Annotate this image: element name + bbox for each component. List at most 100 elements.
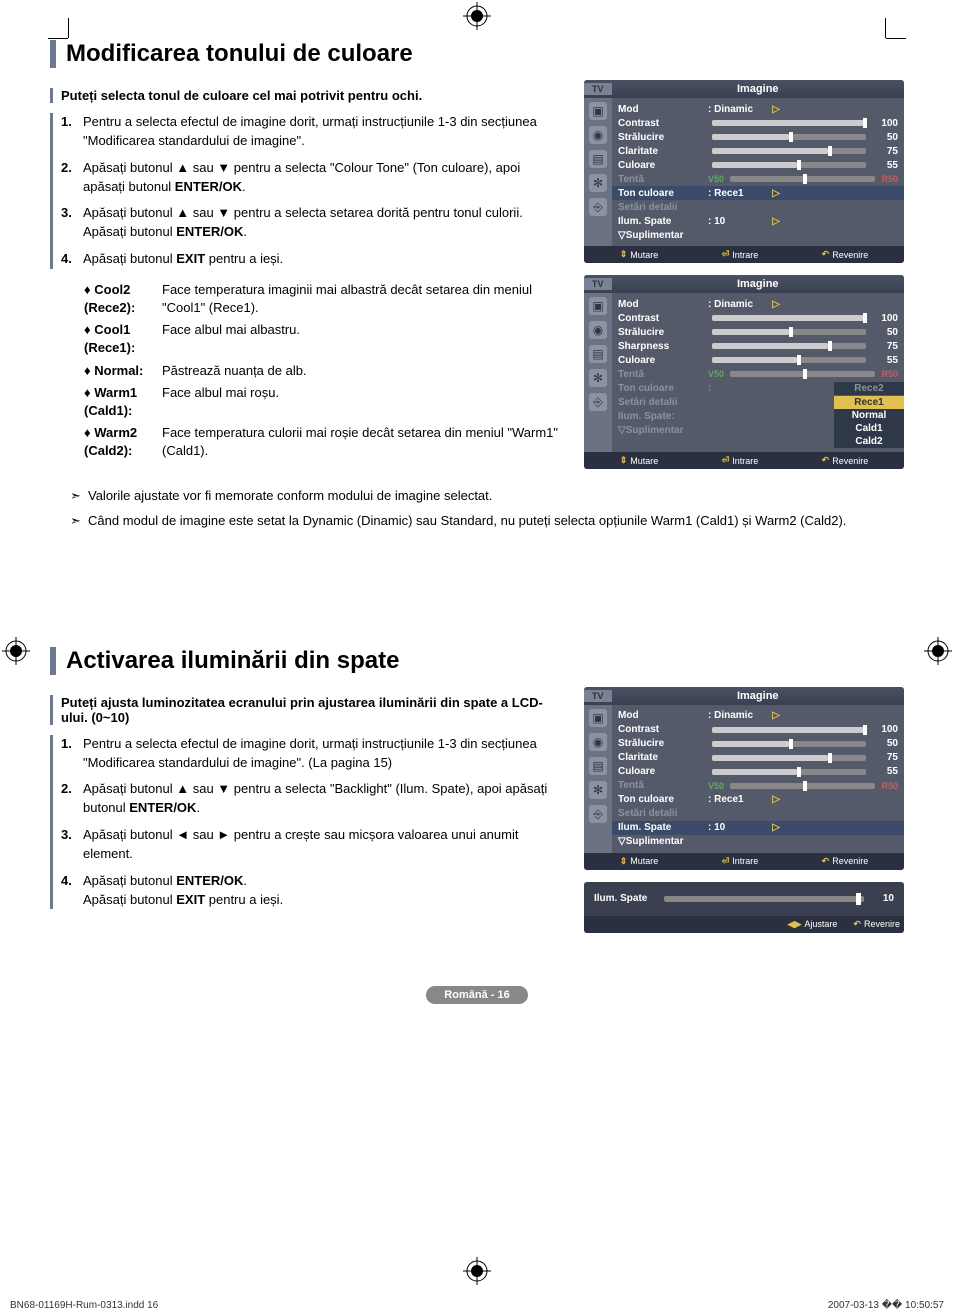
option-text: Face albul mai albastru. xyxy=(162,321,564,357)
osd-slider xyxy=(712,357,866,363)
arrow-right-icon: ▷ xyxy=(768,794,780,805)
osd-option: Cald1 xyxy=(834,422,904,435)
section-1-content: Puteți selecta tonul de culoare cel mai … xyxy=(50,80,564,481)
osd-row-label: Contrast xyxy=(618,313,708,324)
osd-row-label: Mod xyxy=(618,104,708,115)
arrow-right-icon: ▷ xyxy=(768,216,780,227)
osd-row-value: : Dinamic xyxy=(708,104,768,115)
osd-row-value: : 10 xyxy=(708,216,768,227)
return-icon: ↶ xyxy=(822,249,830,260)
move-icon: ⇕ xyxy=(620,856,628,867)
osd-row-value: 50 xyxy=(870,738,898,749)
step-number: 1. xyxy=(61,113,83,151)
osd-row-label: ▽Suplimentar xyxy=(618,836,708,847)
osd-row-value: 75 xyxy=(870,752,898,763)
osd-option: Cald2 xyxy=(834,435,904,448)
osd-row-value: : xyxy=(708,383,768,394)
osd-row-label: Tentă xyxy=(618,174,708,185)
osd-row-value: : Rece1 xyxy=(708,794,768,805)
picture-icon: ▣ xyxy=(589,102,607,120)
step-text: Apăsați butonul ▲ sau ▼ pentru a selecta… xyxy=(83,204,564,242)
option-text: Face temperatura culorii mai roșie decât… xyxy=(162,424,564,460)
return-icon: ↶ xyxy=(822,455,830,466)
osd-row-value: : Rece1 xyxy=(708,188,768,199)
osd-slider xyxy=(712,134,866,140)
osd-row-label: Ilum. Spate xyxy=(618,216,708,227)
setup-icon: ✻ xyxy=(589,781,607,799)
step-number: 4. xyxy=(61,872,83,910)
osd-option: Rece2 xyxy=(834,382,904,395)
step-text: Apăsați butonul ▲ sau ▼ pentru a selecta… xyxy=(83,780,564,818)
osd-row-label: Contrast xyxy=(618,118,708,129)
osd-tint-right: R50 xyxy=(881,174,898,184)
osd-tv-badge: TV xyxy=(584,690,612,702)
option-text: Face albul mai roșu. xyxy=(162,384,564,420)
osd-footer: ◀▶Ajustare ↶Revenire xyxy=(584,916,904,933)
osd-slider xyxy=(730,371,875,377)
registration-mark-bottom xyxy=(463,1257,491,1285)
osd-row-value: 100 xyxy=(870,313,898,324)
osd-tint-right: R50 xyxy=(881,781,898,791)
osd-slider xyxy=(712,329,866,335)
osd-row-label: Mod xyxy=(618,710,708,721)
note-text: Când modul de imagine este setat la Dyna… xyxy=(88,512,904,531)
osd-row-label: Culoare xyxy=(618,160,708,171)
osd-footer-label: Ajustare xyxy=(804,919,837,929)
osd-row-label: Ilum. Spate: xyxy=(618,411,708,422)
osd-title: Imagine xyxy=(612,690,904,702)
osd-title: Imagine xyxy=(612,278,904,290)
step-number: 1. xyxy=(61,735,83,773)
option-label: ♦ Warm2 (Cald2): xyxy=(84,424,162,460)
osd-footer-label: Intrare xyxy=(732,856,758,866)
osd-footer-label: Mutare xyxy=(630,250,658,260)
osd-tv-badge: TV xyxy=(584,83,612,95)
option-label: ♦ Cool2 (Rece2): xyxy=(84,281,162,317)
osd-footer-label: Revenire xyxy=(832,250,868,260)
section-1-title: Modificarea tonului de culoare xyxy=(50,40,904,68)
osd-footer-label: Mutare xyxy=(630,856,658,866)
input-icon: ⎆ xyxy=(589,198,607,216)
osd-sidebar-icons: ▣ ◉ ▤ ✻ ⎆ xyxy=(584,98,612,246)
step-number: 4. xyxy=(61,250,83,269)
osd-screenshot-backlight: TVImagine ▣ ◉ ▤ ✻ ⎆ Mod: Dinamic▷ Contra… xyxy=(584,687,904,870)
osd-footer: ⇕Mutare ⏎Intrare ↶Revenire xyxy=(584,853,904,870)
channel-icon: ▤ xyxy=(589,757,607,775)
section-2-steps: 1.Pentru a selecta efectul de imagine do… xyxy=(50,735,564,910)
osd-slider xyxy=(712,315,866,321)
osd-row-value: 100 xyxy=(870,724,898,735)
setup-icon: ✻ xyxy=(589,369,607,387)
osd-tint-left: V50 xyxy=(708,369,724,379)
osd-row-label: Setări detalii xyxy=(618,397,708,408)
osd-footer-label: Intrare xyxy=(732,456,758,466)
osd-row-label: Culoare xyxy=(618,355,708,366)
step-text: Pentru a selecta efectul de imagine dori… xyxy=(83,735,564,773)
osd-slider xyxy=(712,741,866,747)
note-chevron-icon: ➣ xyxy=(70,512,88,531)
osd-row-label: Ton culoare xyxy=(618,188,708,199)
input-icon: ⎆ xyxy=(589,393,607,411)
step-text: Apăsați butonul ▲ sau ▼ pentru a selecta… xyxy=(83,159,564,197)
input-icon: ⎆ xyxy=(589,805,607,823)
setup-icon: ✻ xyxy=(589,174,607,192)
osd-row-label: Strălucire xyxy=(618,738,708,749)
channel-icon: ▤ xyxy=(589,345,607,363)
osd-row-value: 55 xyxy=(870,766,898,777)
return-icon: ↶ xyxy=(853,919,861,930)
osd-row-value: 55 xyxy=(870,355,898,366)
osd-slider-bar xyxy=(664,896,864,902)
colour-tone-options: ♦ Cool2 (Rece2):Face temperatura imagini… xyxy=(84,281,564,461)
option-text: Face temperatura imaginii mai albastră d… xyxy=(162,281,564,317)
osd-row-label: ▽Suplimentar xyxy=(618,230,708,241)
osd-footer: ⇕Mutare ⏎Intrare ↶Revenire xyxy=(584,452,904,469)
channel-icon: ▤ xyxy=(589,150,607,168)
osd-slider-label: Ilum. Spate xyxy=(594,893,664,904)
option-label: ♦ Warm1 (Cald1): xyxy=(84,384,162,420)
osd-screenshot-backlight-slider: Ilum. Spate 10 ◀▶Ajustare ↶Revenire xyxy=(584,882,904,933)
osd-sidebar-icons: ▣ ◉ ▤ ✻ ⎆ xyxy=(584,293,612,452)
osd-slider xyxy=(712,343,866,349)
footer-metadata: BN68-01169H-Rum-0313.indd 16 2007-03-13 … xyxy=(0,1300,954,1311)
osd-row-value: : Dinamic xyxy=(708,710,768,721)
osd-row-label: Setări detalii xyxy=(618,202,708,213)
footer-filename: BN68-01169H-Rum-0313.indd 16 xyxy=(10,1300,158,1311)
osd-option-selected: Rece1 xyxy=(834,396,904,409)
